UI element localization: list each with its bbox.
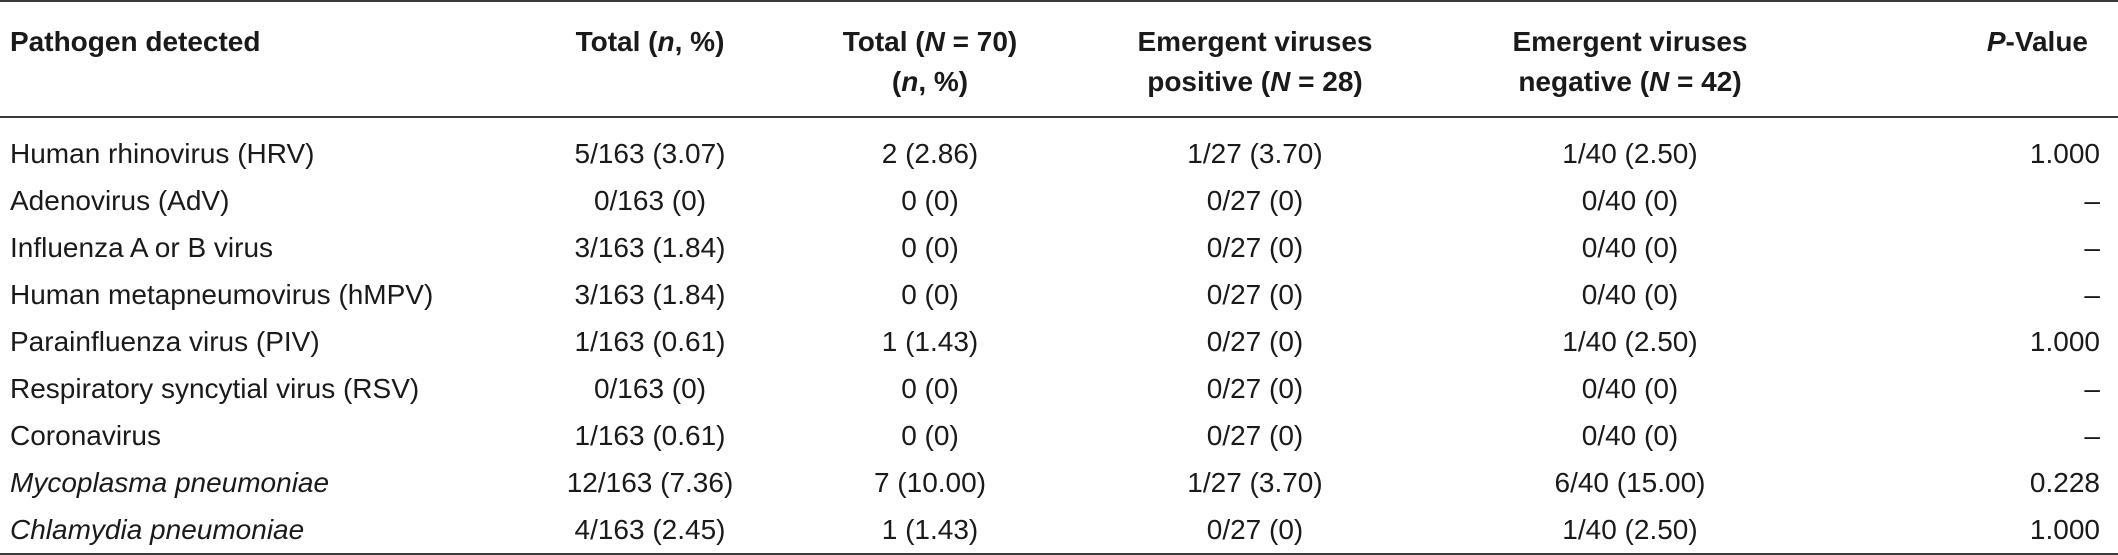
cell-emergent-negative: 0/40 (0) bbox=[1581, 232, 1679, 263]
cell-pathogen: Adenovirus (AdV) bbox=[10, 185, 230, 216]
header-text: , %) bbox=[674, 26, 725, 57]
table-row: Human metapneumovirus (hMPV) 3/163 (1.84)… bbox=[0, 271, 2118, 318]
cell-p-value: 1.000 bbox=[2029, 326, 2100, 357]
cell-emergent-negative: 0/40 (0) bbox=[1581, 373, 1679, 404]
cell-pathogen: Parainfluenza virus (PIV) bbox=[10, 326, 320, 357]
header-text: = 42) bbox=[1669, 66, 1742, 97]
table-row: Chlamydia pneumoniae 4/163 (2.45) 1 (1.43)… bbox=[0, 506, 2118, 555]
cell-emergent-positive: 1/27 (3.70) bbox=[1187, 467, 1323, 498]
cell-p-value: – bbox=[2084, 373, 2100, 404]
cell-total-70: 0 (0) bbox=[901, 373, 959, 404]
header-text: Total ( bbox=[575, 26, 658, 57]
cell-emergent-negative: 0/40 (0) bbox=[1581, 185, 1679, 216]
cell-p-value: 1.000 bbox=[2029, 138, 2100, 169]
cell-pathogen: Human rhinovirus (HRV) bbox=[10, 138, 315, 169]
cell-p-value: – bbox=[2084, 420, 2100, 451]
cell-pathogen: Influenza A or B virus bbox=[10, 232, 274, 263]
cell-total-70: 0 (0) bbox=[901, 279, 959, 310]
cell-emergent-negative: 1/40 (2.50) bbox=[1562, 326, 1698, 357]
header-text: , %) bbox=[918, 66, 969, 97]
cell-total-n: 5/163 (3.07) bbox=[574, 138, 726, 169]
header-emergent-positive: Emergent viruses positive (N = 28) bbox=[1080, 0, 1430, 118]
header-text: negative ( bbox=[1518, 66, 1650, 97]
header-text: = 70) bbox=[944, 26, 1018, 57]
cell-emergent-positive: 0/27 (0) bbox=[1206, 279, 1304, 310]
cell-p-value: 1.000 bbox=[1830, 506, 2118, 555]
cell-total-n: 0/163 (0) bbox=[593, 373, 707, 404]
cell-emergent-negative: 0/40 (0) bbox=[1581, 279, 1679, 310]
cell-emergent-positive: 0/27 (0) bbox=[1206, 185, 1304, 216]
table-row: Adenovirus (AdV) 0/163 (0) 0 (0) 0/27 (0) 0/… bbox=[0, 177, 2118, 224]
header-emergent-negative: Emergent viruses negative (N = 42) bbox=[1430, 0, 1830, 118]
header-text: Emergent viruses bbox=[1512, 26, 1748, 57]
header-text: = 28) bbox=[1290, 66, 1363, 97]
table-row: Respiratory syncytial virus (RSV) 0/163 (… bbox=[0, 365, 2118, 412]
cell-total-70: 1 (1.43) bbox=[881, 326, 979, 357]
cell-total-70: 0 (0) bbox=[901, 185, 959, 216]
header-text: n bbox=[901, 66, 919, 97]
table-row: Human rhinovirus (HRV) 5/163 (3.07) 2 (2.8… bbox=[0, 117, 2118, 177]
header-text: P bbox=[1986, 26, 2006, 57]
cell-emergent-negative: 6/40 (15.00) bbox=[1554, 467, 1706, 498]
header-text: -Value bbox=[2005, 26, 2088, 57]
cell-pathogen: Human metapneumovirus (hMPV) bbox=[10, 279, 434, 310]
table-body: Human rhinovirus (HRV) 5/163 (3.07) 2 (2.8… bbox=[0, 117, 2118, 555]
cell-emergent-negative: 1/40 (2.50) bbox=[1562, 138, 1698, 169]
cell-emergent-positive: 0/27 (0) bbox=[1206, 420, 1304, 451]
cell-total-70: 1 (1.43) bbox=[780, 506, 1080, 555]
cell-emergent-positive: 0/27 (0) bbox=[1080, 506, 1430, 555]
cell-p-value: 0.228 bbox=[2029, 467, 2100, 498]
cell-emergent-positive: 0/27 (0) bbox=[1206, 232, 1304, 263]
header-pathogen: Pathogen detected bbox=[0, 0, 520, 118]
cell-emergent-negative: 0/40 (0) bbox=[1581, 420, 1679, 451]
cell-total-n: 4/163 (2.45) bbox=[520, 506, 780, 555]
cell-pathogen: Coronavirus bbox=[10, 420, 161, 451]
header-text: N bbox=[1649, 66, 1670, 97]
header-text: ( bbox=[891, 66, 902, 97]
cell-emergent-negative: 1/40 (2.50) bbox=[1430, 506, 1830, 555]
cell-emergent-positive: 1/27 (3.70) bbox=[1187, 138, 1323, 169]
cell-total-n: 3/163 (1.84) bbox=[574, 279, 726, 310]
cell-total-70: 7 (10.00) bbox=[873, 467, 987, 498]
header-text: N bbox=[1270, 66, 1291, 97]
header-text: Total ( bbox=[842, 26, 925, 57]
table-header: Pathogen detected Total (n, %) Total (N … bbox=[0, 0, 2118, 118]
header-text: Emergent viruses bbox=[1137, 26, 1373, 57]
header-text: N bbox=[924, 26, 945, 57]
table-row: Influenza A or B virus 3/163 (1.84) 0 (0) 0… bbox=[0, 224, 2118, 271]
header-text: positive ( bbox=[1147, 66, 1271, 97]
cell-total-n: 12/163 (7.36) bbox=[566, 467, 734, 498]
cell-pathogen: Chlamydia pneumoniae bbox=[0, 506, 520, 555]
header-text: n bbox=[657, 26, 675, 57]
cell-total-n: 0/163 (0) bbox=[593, 185, 707, 216]
cell-emergent-positive: 0/27 (0) bbox=[1206, 373, 1304, 404]
table-row: Coronavirus 1/163 (0.61) 0 (0) 0/27 (0) 0/40… bbox=[0, 412, 2118, 459]
cell-p-value: – bbox=[2084, 279, 2100, 310]
header-row: Pathogen detected Total (n, %) Total (N … bbox=[0, 0, 2118, 118]
header-p-value: P-Value bbox=[1830, 0, 2118, 118]
cell-total-n: 3/163 (1.84) bbox=[574, 232, 726, 263]
header-text: Pathogen detected bbox=[10, 26, 261, 57]
table-row: Parainfluenza virus (PIV) 1/163 (0.61) 1 (… bbox=[0, 318, 2118, 365]
cell-p-value: – bbox=[2084, 185, 2100, 216]
cell-emergent-positive: 0/27 (0) bbox=[1206, 326, 1304, 357]
cell-total-70: 0 (0) bbox=[901, 232, 959, 263]
cell-pathogen: Respiratory syncytial virus (RSV) bbox=[10, 373, 420, 404]
header-total-n: Total (n, %) bbox=[520, 0, 780, 118]
cell-p-value: – bbox=[2084, 232, 2100, 263]
cell-total-n: 1/163 (0.61) bbox=[574, 326, 726, 357]
cell-total-70: 0 (0) bbox=[901, 420, 959, 451]
table-row: Mycoplasma pneumoniae 12/163 (7.36) 7 (10.… bbox=[0, 459, 2118, 506]
header-total-70: Total (N = 70) (n, %) bbox=[780, 0, 1080, 118]
cell-pathogen: Mycoplasma pneumoniae bbox=[10, 467, 330, 498]
cell-total-n: 1/163 (0.61) bbox=[574, 420, 726, 451]
cell-total-70: 2 (2.86) bbox=[881, 138, 979, 169]
